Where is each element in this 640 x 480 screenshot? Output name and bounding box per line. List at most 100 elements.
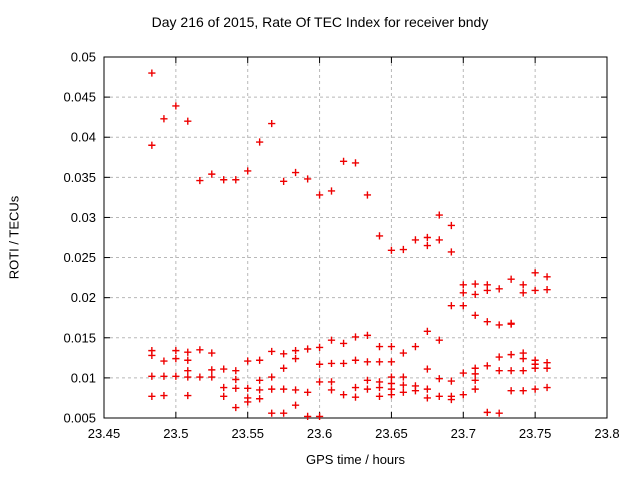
data-point-marker (244, 167, 252, 175)
data-point-marker (543, 383, 551, 392)
data-point-marker (208, 366, 216, 374)
data-point-marker (423, 241, 431, 250)
data-point-marker (387, 343, 396, 351)
x-tick-label: 23.5 (163, 426, 188, 441)
data-point-marker (459, 289, 467, 297)
data-point-marker (495, 367, 503, 375)
data-point-marker (339, 391, 348, 399)
data-point-marker (387, 373, 396, 381)
data-point-marker (447, 302, 455, 310)
data-point-marker (423, 327, 431, 335)
data-point-marker (339, 339, 348, 347)
y-tick-label: 0.01 (71, 370, 96, 385)
data-point-marker (172, 102, 180, 110)
data-point-marker (399, 388, 407, 396)
data-point-marker (315, 378, 324, 386)
data-point-marker (483, 408, 491, 416)
data-point-marker (184, 348, 192, 356)
data-point-marker (447, 248, 455, 256)
data-point-marker (196, 176, 204, 185)
data-point-marker (459, 302, 467, 310)
data-point-marker (411, 343, 420, 351)
data-point-marker (280, 177, 288, 185)
data-point-marker (375, 383, 384, 392)
data-point-marker (351, 356, 360, 364)
data-point-marker (208, 373, 216, 381)
data-point-marker (423, 394, 431, 402)
data-point-marker (519, 281, 527, 289)
data-point-marker (256, 395, 264, 403)
data-point-marker (291, 347, 300, 355)
data-point-marker (495, 321, 503, 329)
data-point-marker (351, 159, 360, 167)
data-point-marker (268, 119, 276, 128)
data-point-marker (507, 387, 515, 395)
data-point-marker (291, 168, 300, 177)
data-point-marker (363, 376, 372, 384)
data-point-marker (387, 246, 396, 254)
data-point-marker (196, 346, 204, 354)
data-point-marker (256, 386, 264, 394)
chart-title: Day 216 of 2015, Rate Of TEC Index for r… (151, 14, 489, 30)
data-point-marker (160, 391, 168, 400)
data-point-marker (363, 358, 372, 366)
data-point-marker (304, 412, 312, 420)
data-point-marker (495, 285, 503, 293)
data-point-marker (256, 376, 264, 384)
data-point-marker (232, 384, 240, 392)
data-point-marker (327, 359, 336, 368)
data-point-marker (184, 367, 192, 375)
data-point-marker (399, 373, 407, 381)
data-point-marker (244, 357, 252, 365)
data-point-marker (459, 369, 467, 377)
data-point-marker (483, 362, 491, 370)
data-point-marker (387, 358, 396, 366)
data-point-marker (160, 357, 168, 365)
data-point-marker (411, 236, 420, 244)
data-point-marker (507, 320, 515, 328)
data-point-marker (184, 117, 192, 125)
data-point-marker (339, 359, 348, 368)
y-tick-label: 0.045 (63, 90, 96, 105)
data-point-marker (172, 355, 180, 363)
data-point-marker (268, 409, 276, 417)
data-point-marker (327, 187, 336, 195)
data-point-marker (399, 381, 407, 389)
data-point-marker (184, 373, 192, 381)
y-tick-label: 0.025 (63, 250, 96, 265)
y-tick-label: 0.005 (63, 411, 96, 426)
data-point-marker (375, 358, 384, 366)
data-point-marker (351, 333, 360, 341)
data-point-marker (471, 370, 479, 378)
data-point-marker (172, 347, 180, 355)
data-point-marker (148, 351, 156, 360)
data-point-marker (435, 392, 443, 400)
data-point-marker (232, 176, 240, 184)
data-point-marker (244, 398, 252, 406)
data-point-marker (375, 343, 384, 351)
data-point-marker (423, 385, 431, 393)
data-point-marker (196, 373, 204, 381)
data-point-marker (208, 170, 216, 178)
data-point-marker (471, 290, 479, 299)
data-point-marker (471, 376, 479, 384)
data-point-marker (148, 141, 156, 149)
data-point-marker (220, 383, 228, 392)
data-point-marker (280, 409, 288, 417)
data-point-marker (363, 385, 372, 393)
data-point-marker (435, 375, 443, 383)
data-point-marker (160, 372, 168, 380)
data-point-marker (531, 269, 539, 277)
data-point-marker (459, 391, 467, 399)
data-point-marker (220, 176, 228, 184)
data-point-marker (495, 353, 503, 361)
y-tick-label: 0.02 (71, 290, 96, 305)
data-point-marker (531, 364, 539, 372)
data-point-marker (291, 355, 300, 363)
data-point-marker (280, 364, 288, 372)
data-point-marker (435, 236, 443, 244)
data-point-marker (519, 387, 527, 395)
data-point-marker (375, 232, 384, 240)
data-point-marker (399, 349, 407, 357)
